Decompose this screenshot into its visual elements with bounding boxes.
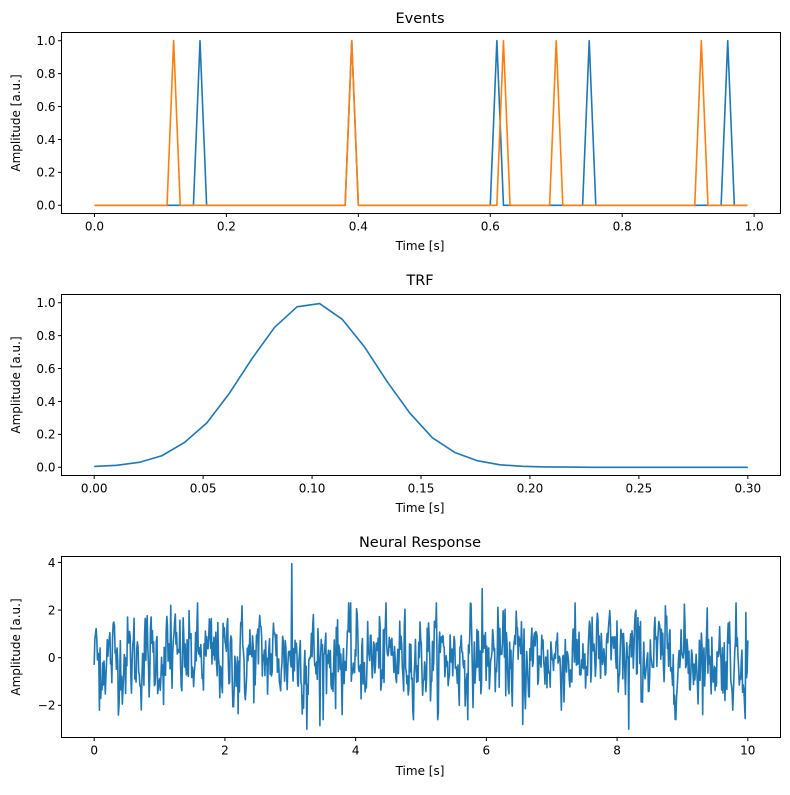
x-tick-label: 0.00	[81, 482, 108, 496]
trf-xlabel: Time [s]	[395, 501, 445, 515]
events-xlabel: Time [s]	[395, 239, 445, 253]
x-tick-label: 0.05	[190, 482, 217, 496]
x-tick-label: 10	[740, 744, 755, 758]
x-tick-label: 0.6	[481, 220, 500, 234]
x-tick-label: 1.0	[745, 220, 764, 234]
trf-title: TRF	[405, 273, 433, 289]
neural-title: Neural Response	[359, 535, 481, 551]
trf-axes-frame	[61, 294, 781, 476]
trf-panel: TRF 0.00 0.05 0.10 0.15 0.20 0.25 0.30 0.00.20…	[9, 273, 781, 515]
x-tick-label: 2	[221, 744, 229, 758]
y-tick-label: 0.6	[36, 362, 55, 376]
trf-ylabel: Amplitude [a.u.]	[9, 336, 23, 433]
events-title: Events	[395, 11, 444, 27]
trf-y-ticks: 0.0 0.2 0.4 0.6 0.8 1.0	[36, 296, 62, 475]
y-tick-label: 0.0	[36, 199, 55, 213]
neural-panel: Neural Response 0 2 4 6 8 10 −2 0 2 4 Time [s] A…	[9, 535, 781, 778]
neural-xlabel: Time [s]	[395, 764, 445, 778]
events-ylabel: Amplitude [a.u.]	[9, 74, 23, 171]
events-1-line	[94, 39, 748, 207]
neural-ylabel: Amplitude [a.u.]	[9, 598, 23, 695]
events-x-ticks: 0.0 0.2 0.4 0.6 0.8 1.0	[85, 213, 764, 234]
trf-plot-area	[94, 302, 748, 469]
trf-x-ticks: 0.00 0.05 0.10 0.15 0.20 0.25 0.30	[81, 475, 761, 496]
neural-y-ticks: −2 0 2 4	[38, 556, 62, 713]
x-tick-label: 0.8	[613, 220, 632, 234]
x-tick-label: 0.10	[299, 482, 326, 496]
y-tick-label: 0	[48, 651, 56, 665]
y-tick-label: 0.2	[36, 166, 55, 180]
events-2-line	[94, 39, 748, 207]
y-tick-label: 0.6	[36, 100, 55, 114]
events-y-ticks: 0.0 0.2 0.4 0.6 0.8 1.0	[36, 34, 62, 213]
x-tick-label: 0.4	[349, 220, 368, 234]
y-tick-label: 0.0	[36, 461, 55, 475]
y-tick-label: 0.4	[36, 133, 55, 147]
y-tick-label: 0.4	[36, 395, 55, 409]
events-plot-area	[94, 39, 748, 207]
x-tick-label: 0.25	[626, 482, 653, 496]
x-tick-label: 4	[352, 744, 360, 758]
y-tick-label: 0.2	[36, 428, 55, 442]
x-tick-label: 8	[613, 744, 621, 758]
neural-response-line	[93, 562, 749, 730]
neural-plot-area	[93, 562, 749, 730]
y-tick-label: 4	[48, 556, 56, 570]
events-axes-frame	[61, 32, 781, 214]
y-tick-label: 0.8	[36, 329, 55, 343]
y-tick-label: 1.0	[36, 34, 55, 48]
y-tick-label: −2	[38, 699, 56, 713]
trf-line	[94, 302, 748, 469]
x-tick-label: 0.20	[517, 482, 544, 496]
events-panel: Events 0.0 0.2 0.4 0.6 0.8 1.0 0.00.20.40.60.…	[9, 11, 781, 253]
x-tick-label: 6	[483, 744, 491, 758]
x-tick-label: 0.15	[408, 482, 435, 496]
neural-x-ticks: 0 2 4 6 8 10	[90, 737, 755, 758]
x-tick-label: 0.0	[85, 220, 104, 234]
x-tick-label: 0.2	[217, 220, 236, 234]
y-tick-label: 1.0	[36, 296, 55, 310]
neural-axes-frame	[61, 556, 781, 738]
y-tick-label: 0.8	[36, 67, 55, 81]
x-tick-label: 0.30	[734, 482, 761, 496]
y-tick-label: 2	[48, 603, 56, 617]
x-tick-label: 0	[90, 744, 98, 758]
